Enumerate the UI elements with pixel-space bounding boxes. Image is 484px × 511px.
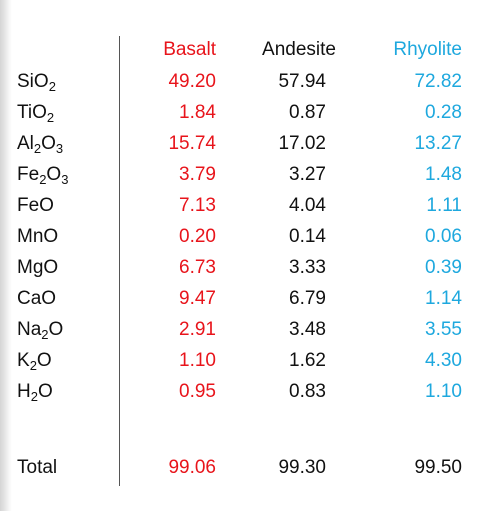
total-basalt: 99.06 [168, 457, 216, 478]
row-label-fe2o3: Fe2O3 [17, 163, 68, 187]
row-label-mgo: MgO [17, 256, 58, 280]
formula-part: O [32, 102, 47, 123]
formula-part: O [48, 319, 64, 340]
formula-part: MnO [17, 226, 59, 247]
formula-subscript: 2 [29, 358, 37, 373]
cell-andesite: 57.94 [278, 71, 326, 92]
row-label-h2o: H2O [17, 380, 53, 404]
row-label-feo: FeO [17, 194, 54, 218]
formula-part: Al [17, 133, 34, 154]
row-label-cao: CaO [17, 287, 56, 311]
formula-part: CaO [17, 288, 57, 309]
cell-andesite: 17.02 [278, 133, 326, 154]
cell-rhyolite: 0.06 [425, 226, 462, 247]
cell-andesite: 3.48 [289, 319, 326, 340]
total-andesite: 99.30 [278, 457, 326, 478]
formula-subscript: 3 [61, 172, 69, 187]
formula-part: Ti [17, 102, 33, 123]
formula-part: O [37, 381, 53, 402]
cell-rhyolite: 13.27 [414, 133, 462, 154]
cell-basalt: 3.79 [179, 164, 216, 185]
row-label-k2o: K2O [17, 349, 52, 373]
formula-subscript: 2 [30, 389, 38, 404]
cell-andesite: 3.33 [289, 257, 326, 278]
formula-part: H [17, 381, 31, 402]
cell-basalt: 0.95 [179, 381, 216, 402]
cell-rhyolite: 4.30 [425, 350, 462, 371]
row-label-al2o3: Al2O3 [17, 132, 63, 156]
row-label-tio2: TiO2 [17, 101, 54, 125]
row-label-sio2: SiO2 [17, 70, 56, 94]
formula-part: Fe [17, 164, 40, 185]
header-rhyolite: Rhyolite [393, 39, 462, 60]
cell-rhyolite: 3.55 [425, 319, 462, 340]
cell-andesite: 3.27 [289, 164, 326, 185]
left-page-shadow [0, 0, 12, 511]
cell-basalt: 1.84 [179, 102, 216, 123]
cell-andesite: 1.62 [289, 350, 326, 371]
total-label: Total [17, 457, 58, 478]
cell-andesite: 0.14 [289, 226, 326, 247]
cell-rhyolite: 1.11 [426, 195, 462, 216]
header-basalt: Basalt [163, 39, 216, 60]
formula-part: FeO [17, 195, 54, 216]
column-divider [119, 36, 120, 486]
cell-basalt: 9.47 [179, 288, 216, 309]
formula-part: O [36, 350, 52, 371]
cell-rhyolite: 1.14 [425, 288, 462, 309]
formula-subscript: 2 [46, 110, 55, 125]
formula-subscript: 2 [33, 141, 42, 156]
cell-basalt: 15.74 [168, 133, 216, 154]
cell-andesite: 0.83 [289, 381, 326, 402]
formula-subscript: 2 [48, 79, 56, 94]
cell-andesite: 6.79 [289, 288, 326, 309]
cell-basalt: 6.73 [179, 257, 216, 278]
cell-rhyolite: 0.28 [425, 102, 462, 123]
formula-part: Si [17, 71, 34, 92]
cell-rhyolite: 0.39 [425, 257, 462, 278]
row-label-na2o: Na2O [17, 318, 63, 342]
total-rhyolite: 99.50 [414, 457, 462, 478]
row-label-mno: MnO [17, 225, 58, 249]
formula-part: O [33, 71, 49, 92]
cell-basalt: 2.91 [179, 319, 216, 340]
cell-rhyolite: 72.82 [414, 71, 462, 92]
formula-part: Na [17, 319, 42, 340]
formula-part: O [46, 164, 62, 185]
header-andesite: Andesite [262, 39, 336, 60]
cell-basalt: 7.13 [179, 195, 216, 216]
cell-basalt: 1.10 [179, 350, 216, 371]
formula-subscript: 2 [39, 172, 47, 187]
cell-andesite: 4.04 [289, 195, 326, 216]
cell-basalt: 49.20 [168, 71, 216, 92]
formula-subscript: 3 [55, 141, 64, 156]
cell-andesite: 0.87 [289, 102, 326, 123]
formula-part: O [41, 133, 56, 154]
cell-rhyolite: 1.48 [425, 164, 462, 185]
cell-rhyolite: 1.10 [425, 381, 462, 402]
formula-part: K [17, 350, 30, 371]
cell-basalt: 0.20 [179, 226, 216, 247]
formula-subscript: 2 [41, 327, 49, 342]
formula-part: MgO [17, 257, 59, 278]
